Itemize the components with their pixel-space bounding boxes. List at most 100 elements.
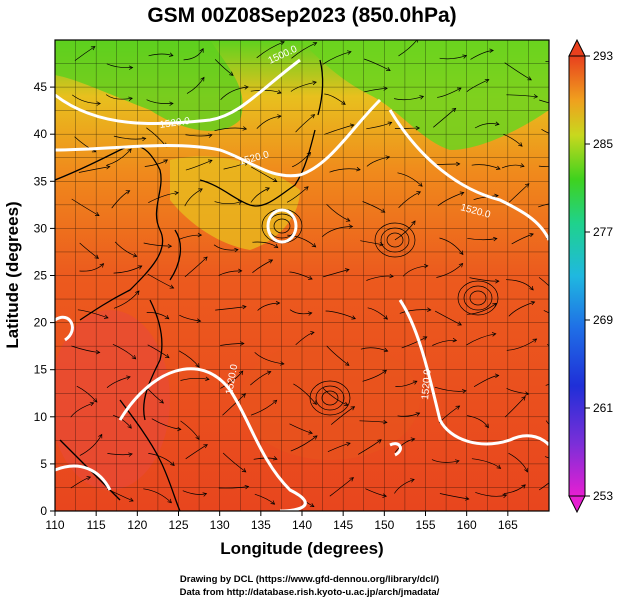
streamline-arrow — [196, 318, 202, 323]
streamline-arrow — [418, 182, 423, 187]
streamline — [220, 86, 249, 100]
streamline — [70, 476, 91, 489]
vortex-ring — [380, 227, 410, 253]
streamline-arrow — [132, 253, 138, 258]
streamline — [469, 277, 499, 282]
streamline — [366, 156, 390, 167]
streamline-arrow — [307, 311, 313, 316]
streamline — [543, 310, 549, 314]
streamline-arrow — [524, 467, 529, 473]
streamline — [364, 87, 388, 93]
streamline-arrow — [99, 263, 105, 268]
streamline — [148, 53, 174, 57]
x-tick-label: 160 — [457, 518, 477, 532]
streamline — [506, 338, 537, 351]
y-tick-label: 30 — [34, 221, 48, 235]
streamline-arrow — [272, 399, 278, 405]
streamline-arrow — [270, 500, 276, 505]
streamline-arrow — [484, 423, 489, 429]
streamline-arrow — [207, 159, 213, 164]
streamline — [183, 48, 204, 61]
streamline — [220, 370, 244, 389]
streamline — [76, 385, 98, 403]
colorbar-tick-label: 269 — [593, 313, 613, 327]
streamline — [71, 94, 101, 104]
streamline-arrow — [96, 101, 101, 106]
streamline-arrow — [459, 191, 465, 196]
streamline — [79, 242, 99, 259]
streamline-arrow — [427, 307, 432, 312]
y-axis-label: Latitude (degrees) — [3, 201, 22, 348]
graticule — [55, 40, 549, 511]
x-tick-label: 125 — [168, 518, 188, 532]
streamline — [289, 423, 313, 434]
streamline-arrow — [280, 40, 285, 46]
streamline-arrow — [92, 398, 98, 403]
streamline — [215, 306, 247, 311]
streamline-arrow — [521, 396, 526, 401]
streamline — [184, 256, 208, 278]
streamline — [366, 121, 392, 130]
streamline-arrow — [344, 361, 350, 366]
streamline — [363, 58, 391, 71]
streamline — [360, 347, 388, 352]
streamline-arrow — [164, 353, 170, 359]
streamline — [432, 339, 457, 346]
streamline — [439, 493, 469, 500]
streamline-arrow — [351, 315, 356, 320]
streamline — [470, 50, 494, 60]
streamline — [436, 263, 463, 278]
streamline-arrow — [533, 94, 539, 99]
streamline-arrow — [169, 101, 174, 106]
streamline — [539, 99, 549, 104]
streamline — [394, 479, 415, 494]
streamline — [250, 371, 271, 386]
streamline — [291, 42, 317, 59]
streamline — [78, 166, 110, 173]
streamline — [112, 414, 132, 429]
streamline-arrow — [95, 350, 101, 355]
streamline-arrow — [385, 155, 391, 160]
streamline-arrow — [415, 412, 421, 417]
colorbar-tick-label: 261 — [593, 401, 613, 415]
streamline-arrow — [524, 183, 530, 188]
streamline — [505, 279, 534, 291]
streamline-arrow — [532, 338, 538, 343]
streamline — [329, 168, 361, 173]
streamline-arrow — [458, 262, 464, 268]
streamline-arrow — [349, 477, 354, 482]
vortex-ring — [315, 385, 345, 411]
streamline — [74, 46, 96, 61]
streamline — [148, 192, 179, 204]
colorbar-scale — [568, 55, 586, 497]
streamline — [437, 192, 464, 207]
contour-1520-e — [398, 299, 549, 447]
streamline-arrow — [241, 468, 247, 473]
streamline-arrow — [419, 95, 425, 100]
colorbar-tick-label: 253 — [593, 489, 613, 503]
streamline-arrow — [451, 107, 457, 113]
streamline-arrow — [557, 472, 561, 476]
streamline-arrow — [141, 136, 147, 142]
streamline-arrow — [494, 373, 500, 378]
streamline — [365, 488, 387, 497]
streamline — [471, 458, 501, 469]
streamline-arrow — [234, 247, 239, 253]
streamline — [290, 435, 318, 452]
streamline-arrow — [103, 314, 109, 319]
streamline-arrow — [135, 290, 140, 295]
streamline-arrow — [559, 433, 563, 437]
streamline-arrow — [380, 208, 386, 213]
streamline-arrow — [169, 284, 175, 289]
streamline — [508, 301, 535, 317]
streamline-arrow — [306, 151, 312, 157]
streamline-arrow — [345, 268, 350, 273]
streamline-arrow — [244, 484, 250, 490]
streamline — [394, 220, 416, 241]
streamline-arrow — [495, 121, 500, 126]
streamline — [287, 234, 316, 248]
streamline — [433, 108, 456, 128]
streamline-arrow — [461, 389, 467, 394]
streamline-arrow — [379, 242, 384, 247]
streamline — [113, 135, 146, 140]
